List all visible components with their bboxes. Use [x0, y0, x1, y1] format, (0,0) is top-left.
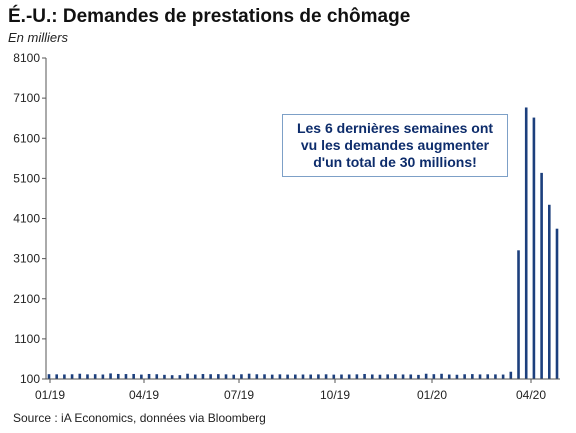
bar — [548, 204, 551, 379]
bar — [86, 374, 89, 379]
y-tick-label: 6100 — [13, 131, 40, 145]
bar — [209, 374, 212, 379]
bar — [170, 375, 174, 379]
x-tick-label: 01/19 — [35, 388, 65, 402]
bar — [494, 374, 497, 379]
bar — [363, 373, 366, 379]
x-tick-label: 04/19 — [129, 388, 159, 402]
y-tick-label: 5100 — [13, 171, 40, 185]
bar — [193, 374, 197, 379]
bar — [347, 374, 351, 379]
bar — [201, 374, 205, 379]
y-tick-label: 2100 — [13, 292, 40, 306]
bar — [263, 374, 266, 379]
bar — [463, 374, 466, 379]
bar — [101, 374, 105, 379]
bar — [417, 374, 420, 379]
bar — [401, 374, 405, 379]
y-tick-label: 1100 — [14, 332, 40, 346]
bar — [440, 373, 443, 379]
annotation-box: Les 6 dernières semaines ont vu les dema… — [282, 114, 508, 177]
bar — [432, 374, 436, 379]
bar — [240, 374, 243, 379]
y-tick-label: 7100 — [13, 91, 40, 105]
bar — [332, 374, 336, 379]
bar — [540, 172, 543, 379]
bar — [63, 374, 66, 379]
bar — [447, 374, 451, 379]
bar — [555, 228, 559, 379]
bar — [116, 373, 120, 379]
bar — [232, 374, 236, 379]
x-tick-label: 01/20 — [417, 388, 447, 402]
bar — [155, 374, 159, 379]
bar — [247, 373, 251, 379]
bar — [409, 374, 413, 379]
bar — [140, 374, 143, 379]
bar — [255, 374, 259, 379]
y-tick-label: 100 — [20, 372, 40, 386]
chart-title: É.-U.: Demandes de prestations de chômag… — [8, 6, 411, 27]
bar — [186, 373, 189, 379]
bar — [278, 374, 282, 379]
source-note: Source : iA Economics, données via Bloom… — [13, 411, 266, 425]
x-tick-label: 04/20 — [516, 388, 546, 402]
bar — [301, 374, 305, 379]
bar — [355, 374, 359, 379]
bar — [286, 374, 289, 379]
bar — [340, 374, 343, 379]
bar — [486, 374, 490, 379]
bar — [532, 117, 536, 379]
bar — [378, 374, 382, 379]
bar — [309, 374, 312, 379]
chart-subtitle: En milliers — [8, 30, 68, 45]
bar — [224, 374, 228, 379]
bar — [524, 107, 528, 379]
bar — [394, 374, 397, 379]
bar — [509, 371, 513, 379]
bar — [163, 374, 166, 379]
bar — [217, 374, 220, 379]
bar — [478, 374, 482, 379]
y-tick-label: 3100 — [13, 252, 40, 266]
bar — [55, 374, 58, 379]
bar — [93, 374, 97, 379]
x-tick-label: 10/19 — [320, 388, 350, 402]
bar — [370, 374, 374, 379]
bar — [70, 374, 74, 379]
bar — [147, 373, 151, 379]
bar — [294, 374, 297, 379]
x-axis: 01/19 04/19 07/19 10/19 01/20 04/20 — [35, 378, 560, 402]
bar — [132, 373, 135, 379]
bar — [424, 373, 428, 379]
bar — [78, 373, 82, 379]
bar — [47, 374, 51, 379]
bar — [386, 374, 389, 379]
bar — [124, 374, 128, 379]
bar — [270, 374, 274, 379]
bar — [501, 374, 505, 379]
x-tick-label: 07/19 — [224, 388, 254, 402]
bar — [324, 374, 328, 379]
y-tick-label: 8100 — [13, 51, 40, 65]
bars — [47, 107, 559, 379]
bar — [471, 374, 474, 379]
bar — [109, 373, 112, 379]
y-axis: 100 1100 2100 3100 4100 5100 6100 7100 8100 — [13, 51, 47, 386]
bar — [317, 374, 320, 379]
bar — [517, 250, 520, 379]
y-tick-label: 4100 — [13, 212, 40, 226]
bar — [455, 374, 459, 379]
bar — [178, 375, 182, 379]
